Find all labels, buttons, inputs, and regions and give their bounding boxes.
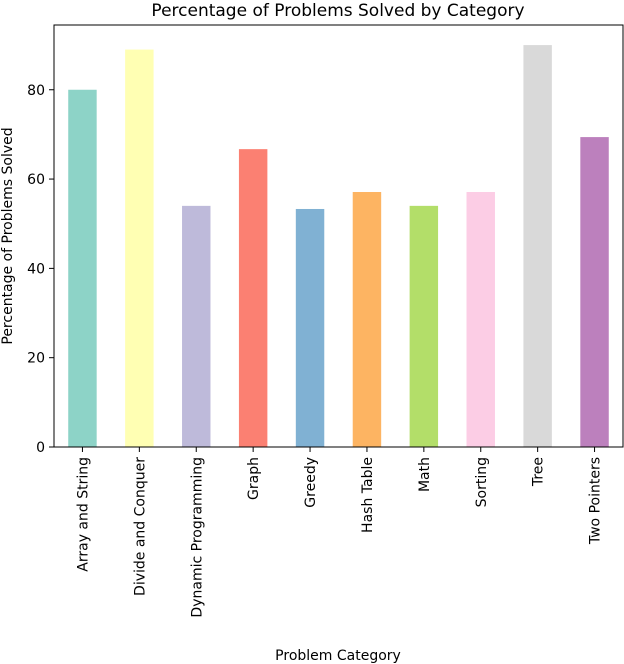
x-tick-label: Math — [417, 457, 433, 492]
y-tick-label: 0 — [36, 440, 45, 456]
x-tick-label: Graph — [246, 457, 262, 500]
x-tick-label: Greedy — [303, 457, 319, 508]
x-tick-label: Array and String — [75, 457, 91, 572]
bar — [295, 208, 325, 447]
x-tick-label: Sorting — [474, 457, 490, 507]
x-axis-label: Problem Category — [275, 648, 401, 664]
plot-frame — [53, 24, 624, 448]
y-tick-label: 60 — [27, 172, 45, 188]
bar — [182, 205, 211, 447]
chart-title: Percentage of Problems Solved by Categor… — [151, 1, 524, 21]
bar — [409, 205, 439, 447]
x-tick-label: Two Pointers — [588, 457, 604, 545]
x-tick-label: Divide and Conquer — [132, 457, 148, 596]
x-tick-label: Dynamic Programming — [189, 457, 205, 618]
bar — [580, 137, 609, 447]
bar — [125, 49, 154, 448]
x-tick-label: Hash Table — [360, 457, 376, 533]
bar — [466, 192, 495, 447]
bar — [238, 149, 268, 447]
y-axis-label: Percentage of Problems Solved — [0, 127, 16, 344]
bar — [352, 192, 382, 447]
bar — [68, 89, 97, 447]
y-tick-label: 40 — [27, 261, 45, 277]
plot-area: Array and String Divide and Conquer Dynami… — [27, 45, 609, 618]
x-tick-label: Tree — [531, 457, 547, 487]
y-tick-label: 80 — [27, 83, 45, 99]
y-tick-label: 20 — [27, 351, 45, 367]
bar — [523, 45, 552, 447]
